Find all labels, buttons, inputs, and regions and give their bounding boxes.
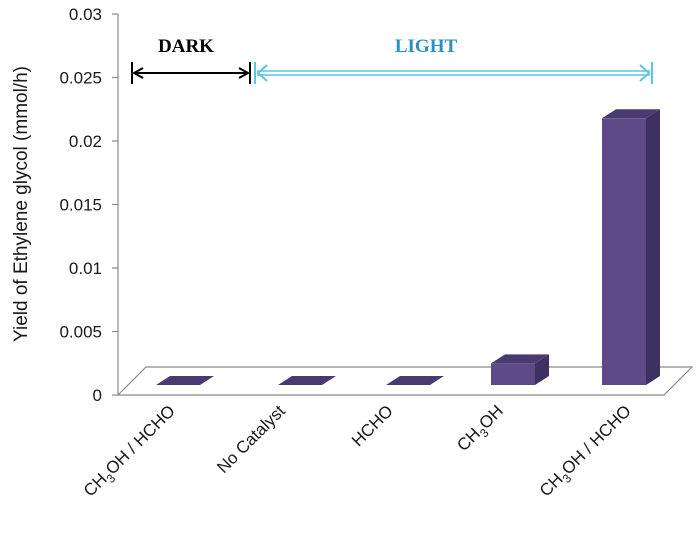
- bar-front: [602, 118, 646, 386]
- bar-4: [602, 109, 660, 386]
- x-tick-label: No Catalyst: [213, 401, 289, 477]
- x-tick-label: CH3OH / HCHO: [80, 401, 182, 503]
- annotation-dark: DARK: [131, 36, 251, 84]
- annotation-label: DARK: [158, 36, 214, 57]
- y-tick-label: 0.01: [69, 259, 102, 278]
- annotation-light: LIGHT: [254, 36, 653, 84]
- bar-3: [491, 354, 549, 385]
- y-tick-label: 0.03: [69, 5, 102, 24]
- bar-series: [156, 109, 660, 386]
- bar-top: [491, 354, 549, 364]
- bar-0: [156, 376, 214, 385]
- y-tick-label: 0: [93, 386, 102, 405]
- y-tick-label: 0.015: [59, 196, 102, 215]
- bar-side: [646, 109, 660, 386]
- bar-top: [386, 376, 444, 385]
- annotation-arrow-head-left: [256, 64, 268, 82]
- bar-side: [535, 354, 549, 385]
- annotation-arrow-head-right: [639, 64, 651, 82]
- y-axis-label: Yield of Ethylene glycol (mmol/h): [11, 66, 32, 342]
- bar-top: [156, 376, 214, 385]
- bar-1: [278, 376, 336, 385]
- annotations: DARK LIGHT: [131, 36, 653, 84]
- y-tick-label: 0.025: [59, 69, 102, 88]
- y-axis-ticks: 0 0.005 0.01 0.015 0.02 0.025 0.03: [59, 5, 118, 405]
- y-tick-label: 0.02: [69, 132, 102, 151]
- x-tick-label: CH3OH: [453, 401, 509, 457]
- bar-front: [491, 363, 535, 385]
- x-tick-label: HCHO: [348, 401, 397, 450]
- bar-top: [602, 109, 660, 119]
- bar-top: [278, 376, 336, 385]
- x-tick-label: CH3OH / HCHO: [536, 401, 638, 503]
- x-axis-tick-labels: CH3OH / HCHO No Catalyst HCHO CH3OH CH3OH / …: [80, 401, 638, 503]
- y-tick-label: 0.005: [59, 323, 102, 342]
- bar-2: [386, 376, 444, 385]
- annotation-label: LIGHT: [395, 36, 458, 57]
